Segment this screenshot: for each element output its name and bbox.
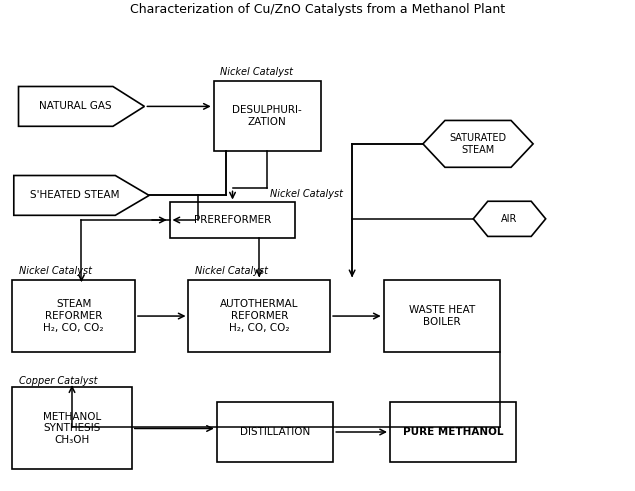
Polygon shape <box>18 86 144 126</box>
FancyBboxPatch shape <box>390 402 516 463</box>
Text: DESULPHURI-
ZATION: DESULPHURI- ZATION <box>232 105 302 127</box>
Polygon shape <box>473 201 545 236</box>
Text: AUTOTHERMAL
REFORMER
H₂, CO, CO₂: AUTOTHERMAL REFORMER H₂, CO, CO₂ <box>220 300 298 332</box>
FancyBboxPatch shape <box>170 202 295 238</box>
FancyBboxPatch shape <box>12 387 132 469</box>
Text: STEAM
REFORMER
H₂, CO, CO₂: STEAM REFORMER H₂, CO, CO₂ <box>43 300 104 332</box>
Text: WASTE HEAT
BOILER: WASTE HEAT BOILER <box>409 305 475 327</box>
FancyBboxPatch shape <box>213 81 321 151</box>
Text: S'HEATED STEAM: S'HEATED STEAM <box>30 191 119 200</box>
Polygon shape <box>14 175 149 216</box>
Text: PURE METHANOL: PURE METHANOL <box>403 427 503 437</box>
Text: DISTILLATION: DISTILLATION <box>240 427 310 437</box>
Text: NATURAL GAS: NATURAL GAS <box>39 102 112 111</box>
Text: Nickel Catalyst: Nickel Catalyst <box>18 266 91 276</box>
Text: AIR: AIR <box>501 214 518 224</box>
FancyBboxPatch shape <box>189 280 330 353</box>
Text: METHANOL
SYNTHESIS
CH₃OH: METHANOL SYNTHESIS CH₃OH <box>43 412 101 445</box>
Text: Copper Catalyst: Copper Catalyst <box>18 377 97 386</box>
Text: Nickel Catalyst: Nickel Catalyst <box>271 189 344 199</box>
Text: SATURATED
STEAM: SATURATED STEAM <box>450 133 507 155</box>
Text: Nickel Catalyst: Nickel Catalyst <box>195 266 268 276</box>
FancyBboxPatch shape <box>217 402 333 463</box>
FancyBboxPatch shape <box>12 280 135 353</box>
Text: Nickel Catalyst: Nickel Catalyst <box>220 67 293 77</box>
FancyBboxPatch shape <box>384 280 500 353</box>
Text: PREREFORMER: PREREFORMER <box>194 215 271 225</box>
Polygon shape <box>423 120 533 167</box>
Title: Characterization of Cu/ZnO Catalysts from a Methanol Plant: Characterization of Cu/ZnO Catalysts fro… <box>130 3 505 16</box>
